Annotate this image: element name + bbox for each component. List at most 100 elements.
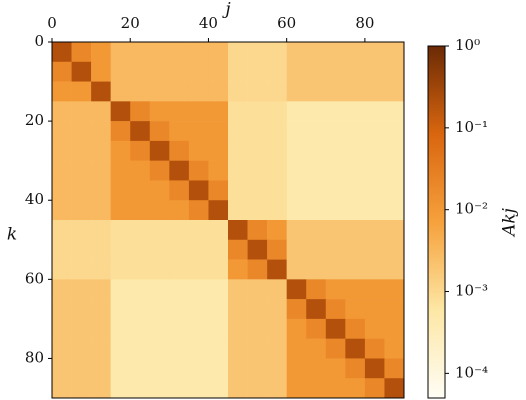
heatmap-cell [286, 318, 307, 339]
heatmap-cell [228, 200, 248, 221]
heatmap-cell [228, 259, 248, 280]
colorbar-tick-label: 10⁻⁴ [455, 363, 488, 381]
heatmap-cell [247, 140, 268, 161]
heatmap-cell [286, 42, 307, 63]
heatmap-cell [345, 318, 366, 339]
heatmap-cell [384, 101, 405, 122]
heatmap-cell [384, 358, 405, 379]
colorbar-tick-label: 10⁻² [455, 200, 488, 218]
heatmap-cell [384, 318, 405, 339]
x-tick-label: 40 [199, 14, 218, 32]
heatmap-cell [188, 358, 209, 379]
heatmap-cell [306, 101, 327, 122]
heatmap-cell [325, 299, 346, 320]
heatmap-cell [228, 378, 248, 399]
heatmap-cell [169, 318, 190, 339]
heatmap-cell [52, 101, 72, 122]
heatmap-cell [306, 160, 327, 181]
heatmap-cell [325, 200, 346, 221]
heatmap-cell [188, 338, 209, 359]
x-tick-label: 0 [47, 14, 57, 32]
heatmap-cell [169, 180, 190, 201]
heatmap-cell [384, 239, 405, 260]
heatmap-cell [130, 220, 151, 241]
heatmap-cell [228, 140, 248, 161]
heatmap-cell [71, 279, 92, 300]
heatmap-cell [384, 378, 405, 399]
heatmap-cell [306, 180, 327, 201]
heatmap-cell [130, 121, 151, 142]
heatmap-cell [384, 299, 405, 320]
heatmap-cell [110, 180, 131, 201]
heatmap-cell [247, 299, 268, 320]
heatmap-cell [169, 378, 190, 399]
heatmap-cell [286, 140, 307, 161]
heatmap-cell [149, 378, 170, 399]
heatmap-cell [208, 200, 229, 221]
heatmap-cell [286, 180, 307, 201]
heatmap-cell [247, 180, 268, 201]
heatmap-cell [345, 358, 366, 379]
x-tick-label: 60 [277, 14, 296, 32]
x-tick-label: 80 [355, 14, 374, 32]
x-axis-label: j [221, 0, 231, 20]
heatmap-cell [188, 61, 209, 82]
heatmap-cell [364, 101, 385, 122]
heatmap-cell [247, 61, 268, 82]
heatmap-cell [169, 259, 190, 280]
heatmap-cell [267, 140, 287, 161]
heatmap-cell [52, 180, 72, 201]
heatmap-cell [267, 81, 287, 102]
heatmap-cell [149, 259, 170, 280]
heatmap-cell [52, 259, 72, 280]
heatmap-cell [71, 61, 92, 82]
heatmap-cell [306, 239, 327, 260]
heatmap-cell [71, 259, 92, 280]
heatmap-cell [364, 358, 385, 379]
heatmap-cell [345, 239, 366, 260]
heatmap-cell [286, 239, 307, 260]
heatmap-cell [228, 299, 248, 320]
heatmap-cell [149, 42, 170, 63]
heatmap-cell [325, 61, 346, 82]
heatmap-cell [384, 200, 405, 221]
heatmap-cell [306, 279, 327, 300]
heatmap-cell [364, 180, 385, 201]
heatmap-cell [267, 101, 287, 122]
heatmap-cell [267, 358, 287, 379]
heatmap-cell [286, 279, 307, 300]
heatmap-cell [52, 279, 72, 300]
heatmap-cell [247, 220, 268, 241]
x-tick-label: 20 [121, 14, 140, 32]
heatmap-cell [71, 239, 92, 260]
heatmap-cell [71, 358, 92, 379]
heatmap-cell [130, 318, 151, 339]
heatmap-cell [188, 42, 209, 63]
heatmap-cell [130, 61, 151, 82]
heatmap-cell [267, 338, 287, 359]
heatmap-cell [228, 160, 248, 181]
heatmap-cell [110, 338, 131, 359]
heatmap-cell [247, 81, 268, 102]
heatmap-cell [325, 239, 346, 260]
heatmap-cell [110, 378, 131, 399]
heatmap-cell [208, 140, 229, 161]
heatmap-cell [228, 81, 248, 102]
heatmap-cell [149, 81, 170, 102]
heatmap-cell [130, 259, 151, 280]
heatmap-cell [188, 259, 209, 280]
heatmap-cell [208, 239, 229, 260]
colorbar-tick-label: 10⁻¹ [455, 118, 488, 136]
heatmap-cell [149, 220, 170, 241]
heatmap-cell [130, 180, 151, 201]
heatmap-cell [228, 42, 248, 63]
heatmap-cell [149, 239, 170, 260]
heatmap-cell [306, 61, 327, 82]
heatmap-cell [52, 81, 72, 102]
heatmap-cell [286, 121, 307, 142]
heatmap-cell [52, 121, 72, 142]
heatmap-cell [286, 160, 307, 181]
heatmap-cell [130, 160, 151, 181]
heatmap-cell [110, 259, 131, 280]
